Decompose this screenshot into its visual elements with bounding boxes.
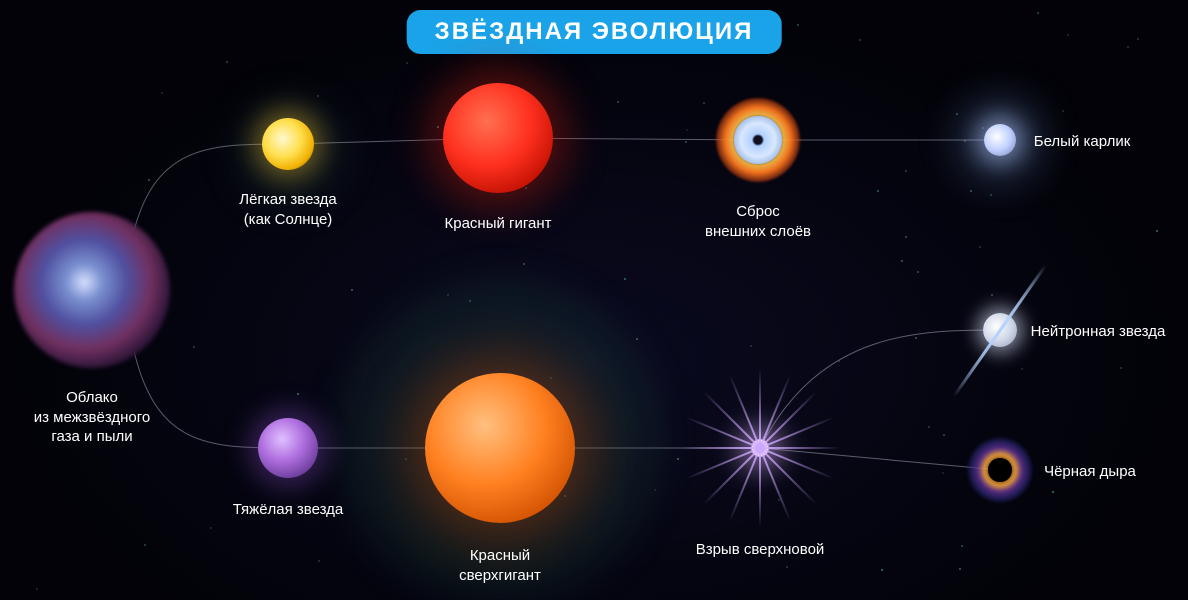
bg-star: [617, 101, 619, 103]
red-supergiant-label: Красный сверхгигант: [390, 546, 610, 585]
bg-star: [797, 24, 799, 26]
neutron-star-label: Нейтронная звезда: [988, 322, 1188, 342]
bg-star: [677, 458, 679, 460]
bg-star: [917, 271, 919, 273]
bg-star: [901, 260, 903, 262]
nebula-cloud: [14, 212, 170, 368]
bg-star: [317, 95, 319, 97]
bg-star: [636, 338, 638, 340]
supernova-ray: [759, 448, 761, 528]
light-star-label: Лёгкая звезда (как Солнце): [178, 190, 398, 229]
supernova-ray: [759, 368, 761, 448]
bg-star: [351, 289, 353, 291]
bg-star: [703, 102, 705, 104]
evolution-path: [760, 330, 1000, 448]
bg-star: [318, 560, 320, 562]
bg-star: [942, 472, 944, 474]
bg-star: [525, 187, 527, 189]
red-supergiant: [425, 373, 575, 523]
heavy-star: [258, 418, 318, 478]
bg-star: [144, 544, 146, 546]
bg-star: [956, 113, 958, 115]
bg-star: [1127, 46, 1129, 48]
black-hole-label: Чёрная дыра: [980, 462, 1188, 482]
bg-star: [970, 190, 972, 192]
bg-star: [523, 263, 525, 265]
bg-star: [838, 360, 840, 362]
bg-star: [1067, 34, 1069, 36]
white-dwarf-label: Белый карлик: [972, 132, 1188, 152]
bg-star: [881, 569, 883, 571]
bg-star: [406, 62, 408, 64]
supernova-ray: [703, 391, 761, 449]
bg-star: [437, 126, 439, 128]
bg-star: [654, 489, 656, 491]
bg-star: [193, 346, 195, 348]
light-star: [262, 118, 314, 170]
bg-star: [961, 545, 963, 547]
red-giant-label: Красный гигант: [388, 214, 608, 234]
bg-star: [990, 194, 992, 196]
bg-star: [1120, 367, 1122, 369]
title-badge: ЗВЁЗДНАЯ ЭВОЛЮЦИЯ: [407, 10, 782, 54]
bg-star: [1156, 230, 1158, 232]
bg-star: [685, 141, 687, 143]
bg-star: [959, 568, 961, 570]
supernova-ray: [680, 447, 760, 449]
shell-ejection: [716, 98, 800, 182]
bg-star: [859, 39, 861, 41]
supernova-label: Взрыв сверхновой: [650, 540, 870, 560]
bg-star: [877, 190, 879, 192]
supernova-ray: [703, 447, 761, 505]
bg-star: [750, 345, 752, 347]
bg-star: [1037, 12, 1039, 14]
bg-star: [979, 246, 981, 248]
bg-star: [1137, 38, 1139, 40]
bg-star: [148, 179, 150, 181]
bg-star: [161, 92, 163, 94]
bg-star: [226, 61, 228, 63]
bg-star: [297, 393, 299, 395]
bg-star: [905, 170, 907, 172]
bg-star: [686, 129, 688, 131]
supernova-ray: [759, 391, 817, 449]
bg-star: [915, 337, 917, 339]
supernova-ray: [760, 447, 840, 449]
bg-star: [1052, 491, 1054, 493]
bg-star: [928, 426, 930, 428]
bg-star: [905, 236, 907, 238]
shell-ejection-label: Сброс внешних слоёв: [648, 202, 868, 241]
bg-star: [1021, 368, 1023, 370]
red-giant: [443, 83, 553, 193]
bg-star: [943, 434, 945, 436]
supernova-ray: [759, 447, 817, 505]
bg-star: [786, 566, 788, 568]
evolution-path: [760, 448, 1000, 470]
bg-star: [991, 294, 993, 296]
bg-star: [624, 278, 626, 280]
nebula-label: Облако из межзвёздного газа и пыли: [0, 388, 202, 447]
bg-star: [36, 588, 38, 590]
heavy-star-label: Тяжёлая звезда: [178, 500, 398, 520]
bg-star: [1062, 110, 1064, 112]
bg-star: [210, 527, 212, 529]
